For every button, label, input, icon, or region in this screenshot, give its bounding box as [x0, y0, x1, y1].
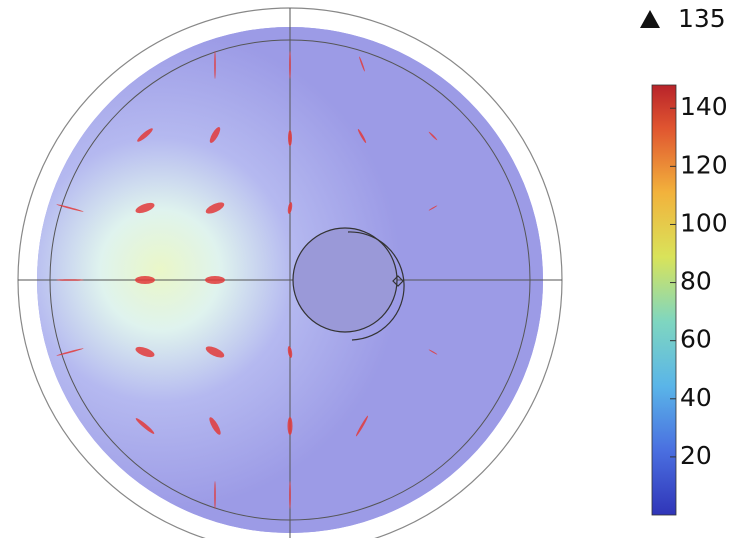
particle	[214, 51, 216, 79]
particle	[56, 348, 84, 356]
particle	[56, 204, 84, 212]
particle	[287, 417, 293, 435]
particle	[135, 202, 155, 214]
particle	[289, 51, 291, 79]
particle	[288, 130, 292, 146]
particle	[56, 279, 84, 281]
particle	[287, 346, 293, 358]
particle	[135, 276, 155, 284]
max-label: 135	[678, 4, 726, 33]
colorbar-tick-label: 40	[680, 383, 712, 412]
particles	[56, 51, 438, 509]
particle	[359, 56, 365, 72]
particle	[205, 346, 225, 358]
particle	[135, 346, 155, 358]
max-marker	[640, 10, 660, 28]
particle	[205, 276, 225, 284]
particle	[214, 481, 216, 509]
domain	[17, 7, 563, 538]
particle	[289, 481, 291, 509]
particle	[357, 129, 367, 143]
colorbar-tick-label: 20	[680, 441, 712, 470]
particle	[355, 415, 369, 437]
colorbar-tick-label: 60	[680, 325, 712, 354]
particle	[135, 418, 155, 434]
colorbar	[651, 84, 677, 516]
colorbar-tick-label: 100	[680, 208, 728, 237]
particle	[428, 131, 438, 141]
particle	[209, 127, 221, 143]
colorbar-tick-label: 120	[680, 150, 728, 179]
particle	[137, 128, 153, 142]
particle	[428, 349, 438, 355]
particle	[287, 202, 293, 214]
particle	[428, 205, 438, 211]
particle	[209, 417, 221, 435]
particle	[205, 202, 225, 214]
colorbar-tick-label: 140	[680, 92, 728, 121]
colorbar-tick-label: 80	[680, 267, 712, 296]
